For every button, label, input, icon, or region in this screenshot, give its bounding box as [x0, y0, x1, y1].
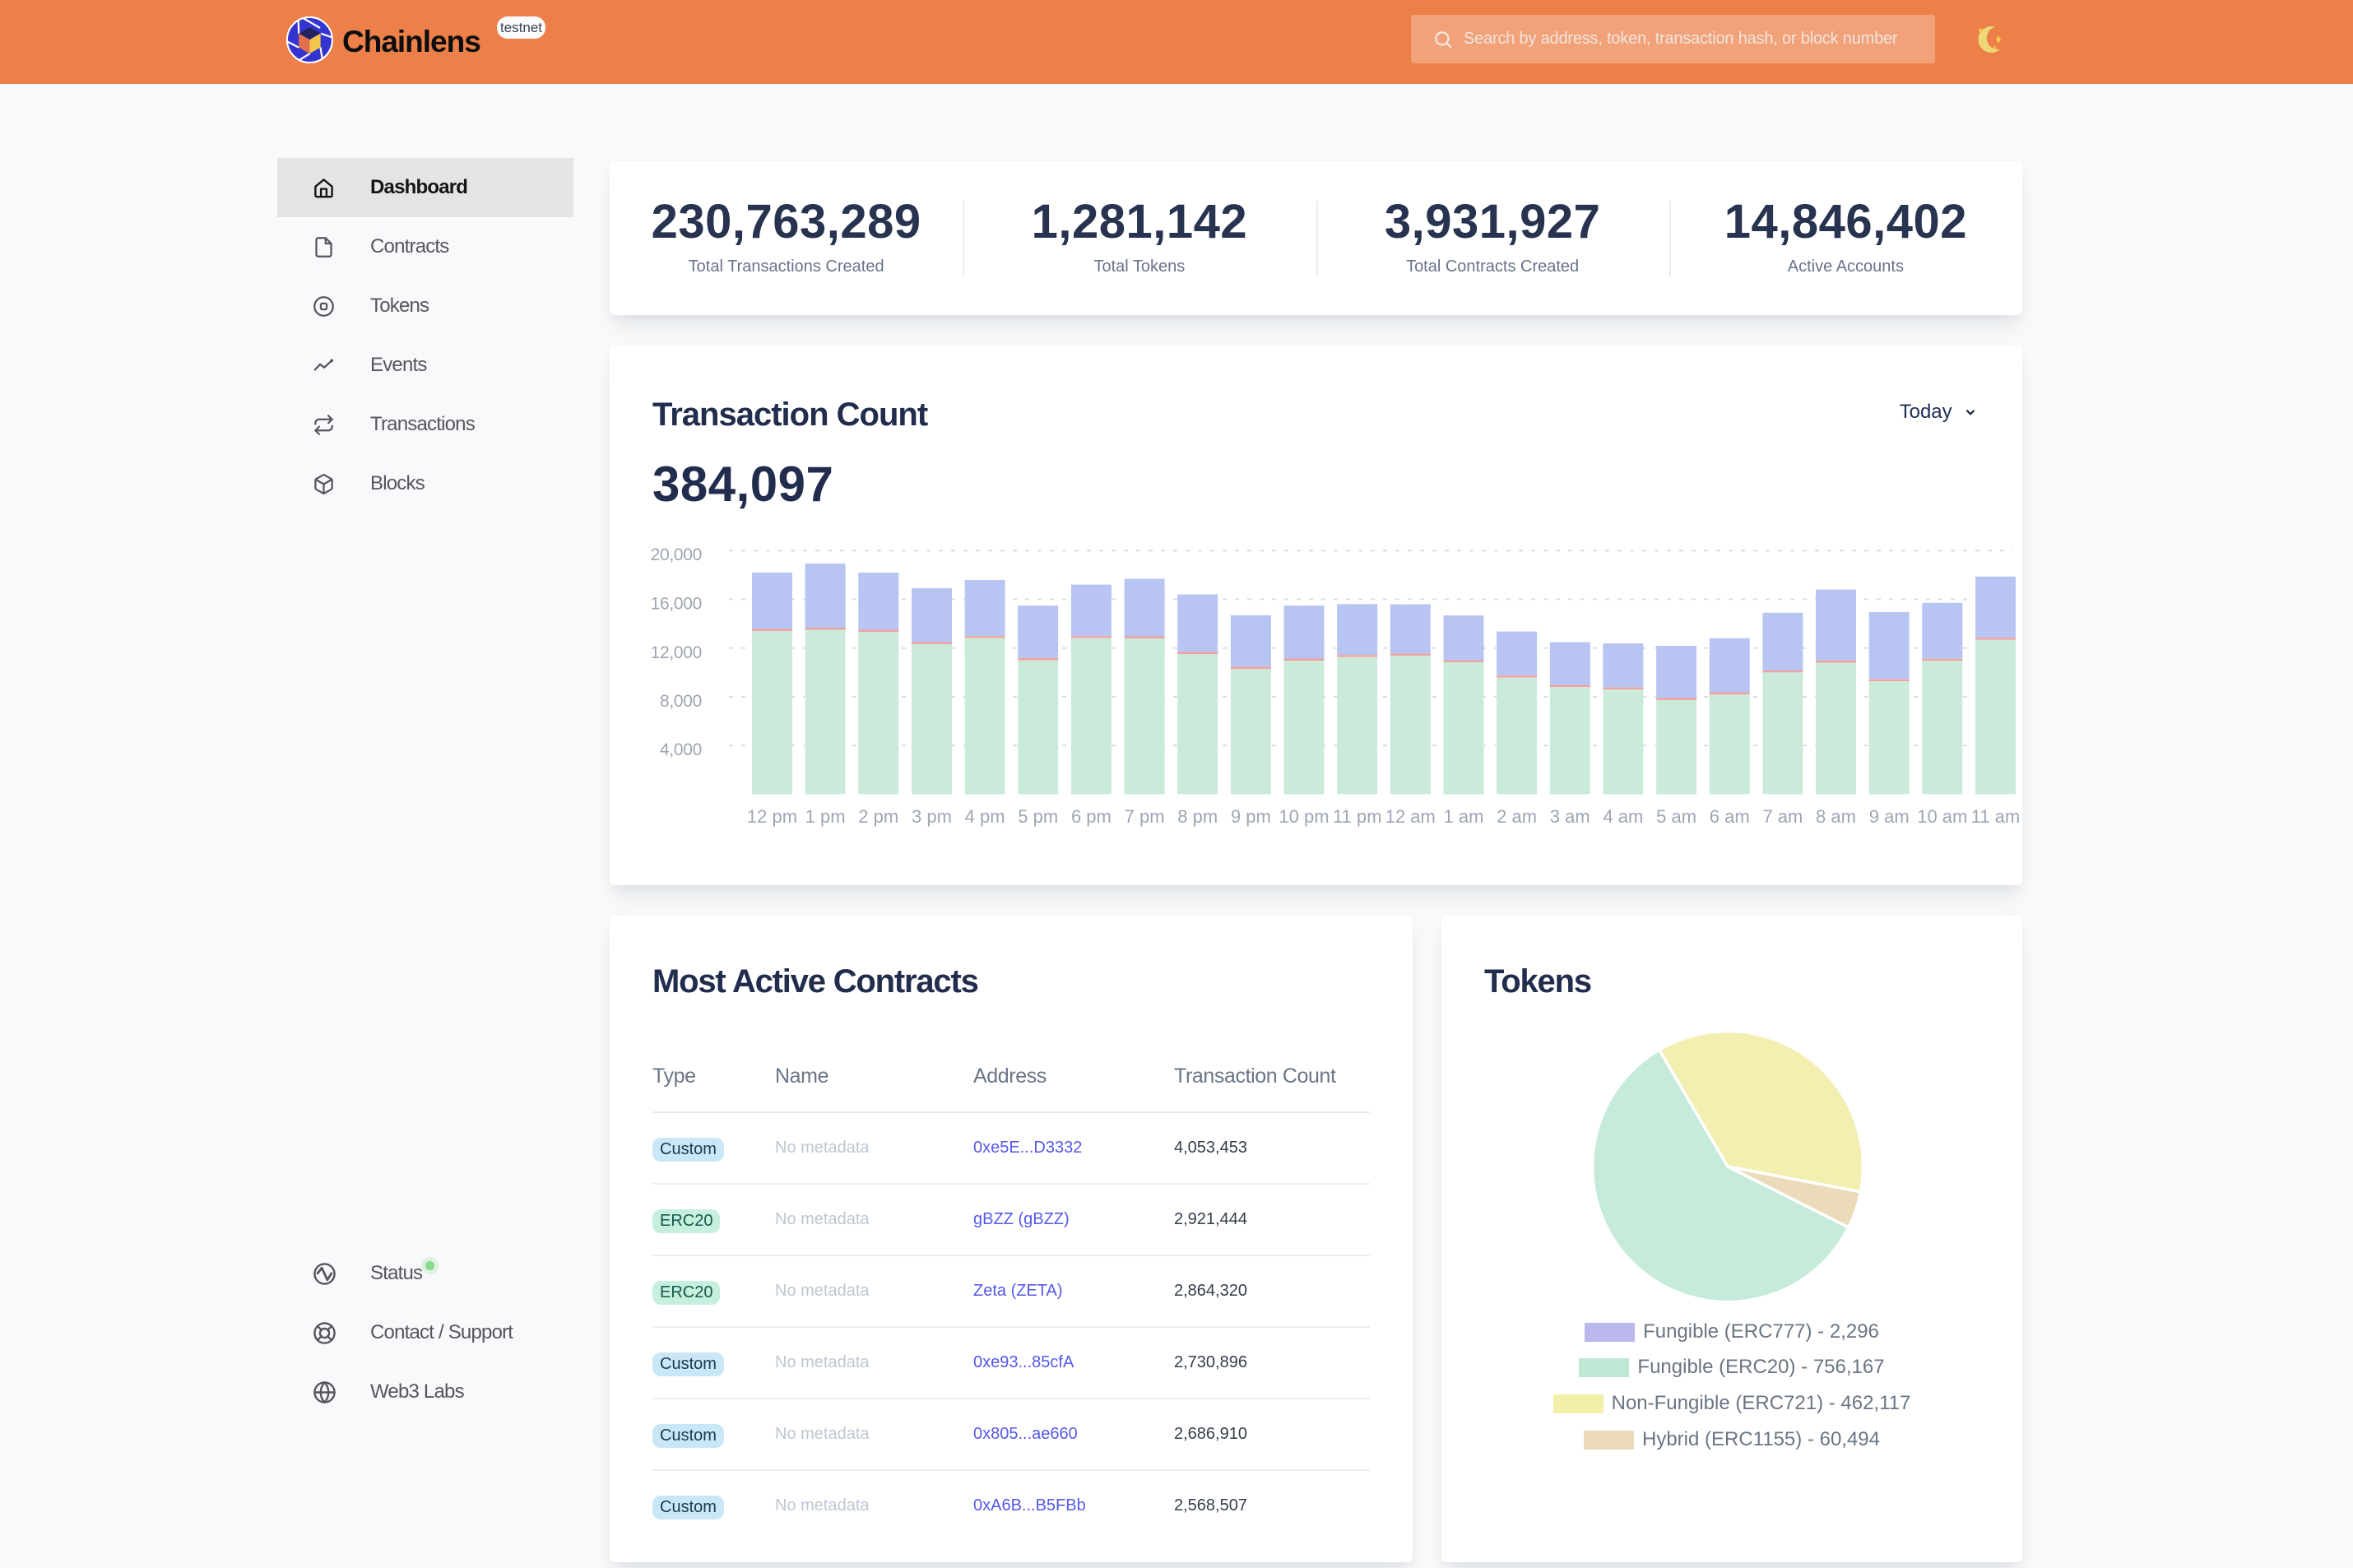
svg-text:6 am: 6 am	[1710, 806, 1750, 827]
svg-text:1 am: 1 am	[1444, 806, 1484, 827]
svg-text:12 am: 12 am	[1385, 806, 1436, 827]
svg-text:1 pm: 1 pm	[805, 806, 846, 827]
svg-text:3 am: 3 am	[1550, 806, 1590, 827]
svg-text:4,000: 4,000	[660, 740, 702, 759]
svg-text:5 pm: 5 pm	[1018, 806, 1058, 827]
svg-text:8 pm: 8 pm	[1177, 806, 1218, 827]
svg-text:20,000: 20,000	[651, 545, 702, 564]
svg-text:3 pm: 3 pm	[912, 806, 952, 827]
svg-text:12,000: 12,000	[651, 643, 702, 662]
svg-text:4 am: 4 am	[1603, 806, 1643, 827]
svg-text:12 pm: 12 pm	[747, 806, 797, 827]
svg-text:10 am: 10 am	[1917, 806, 1967, 827]
svg-text:7 pm: 7 pm	[1125, 806, 1165, 827]
svg-text:2 pm: 2 pm	[858, 806, 898, 827]
svg-text:7 am: 7 am	[1762, 806, 1803, 827]
svg-text:6 pm: 6 pm	[1071, 806, 1112, 827]
svg-text:2 am: 2 am	[1497, 806, 1537, 827]
svg-text:10 pm: 10 pm	[1279, 806, 1329, 827]
svg-text:8,000: 8,000	[660, 692, 702, 711]
svg-text:9 pm: 9 pm	[1231, 806, 1271, 827]
svg-text:5 am: 5 am	[1656, 806, 1696, 827]
svg-text:8 am: 8 am	[1816, 806, 1856, 827]
svg-text:11 pm: 11 pm	[1333, 806, 1382, 827]
svg-text:16,000: 16,000	[651, 595, 702, 614]
svg-text:4 pm: 4 pm	[965, 806, 1005, 827]
svg-text:11 am: 11 am	[1971, 806, 2021, 827]
svg-text:9 am: 9 am	[1869, 806, 1910, 827]
